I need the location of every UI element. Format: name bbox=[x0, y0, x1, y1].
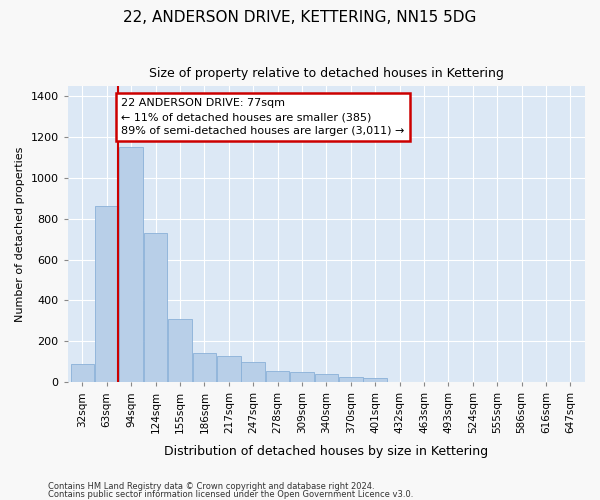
Y-axis label: Number of detached properties: Number of detached properties bbox=[15, 146, 25, 322]
Bar bbox=[144, 233, 167, 382]
Text: 22 ANDERSON DRIVE: 77sqm
← 11% of detached houses are smaller (385)
89% of semi-: 22 ANDERSON DRIVE: 77sqm ← 11% of detach… bbox=[121, 98, 405, 136]
Text: Contains HM Land Registry data © Crown copyright and database right 2024.: Contains HM Land Registry data © Crown c… bbox=[48, 482, 374, 491]
Bar bbox=[339, 377, 362, 382]
X-axis label: Distribution of detached houses by size in Kettering: Distribution of detached houses by size … bbox=[164, 444, 488, 458]
Bar bbox=[364, 378, 387, 382]
Bar bbox=[217, 356, 241, 382]
Bar bbox=[95, 206, 119, 382]
Title: Size of property relative to detached houses in Kettering: Size of property relative to detached ho… bbox=[149, 68, 504, 80]
Text: Contains public sector information licensed under the Open Government Licence v3: Contains public sector information licen… bbox=[48, 490, 413, 499]
Bar bbox=[290, 372, 314, 382]
Bar bbox=[193, 352, 216, 382]
Bar bbox=[168, 319, 192, 382]
Bar bbox=[71, 364, 94, 382]
Bar bbox=[241, 362, 265, 382]
Text: 22, ANDERSON DRIVE, KETTERING, NN15 5DG: 22, ANDERSON DRIVE, KETTERING, NN15 5DG bbox=[124, 10, 476, 25]
Bar bbox=[314, 374, 338, 382]
Bar bbox=[119, 147, 143, 382]
Bar bbox=[266, 371, 289, 382]
